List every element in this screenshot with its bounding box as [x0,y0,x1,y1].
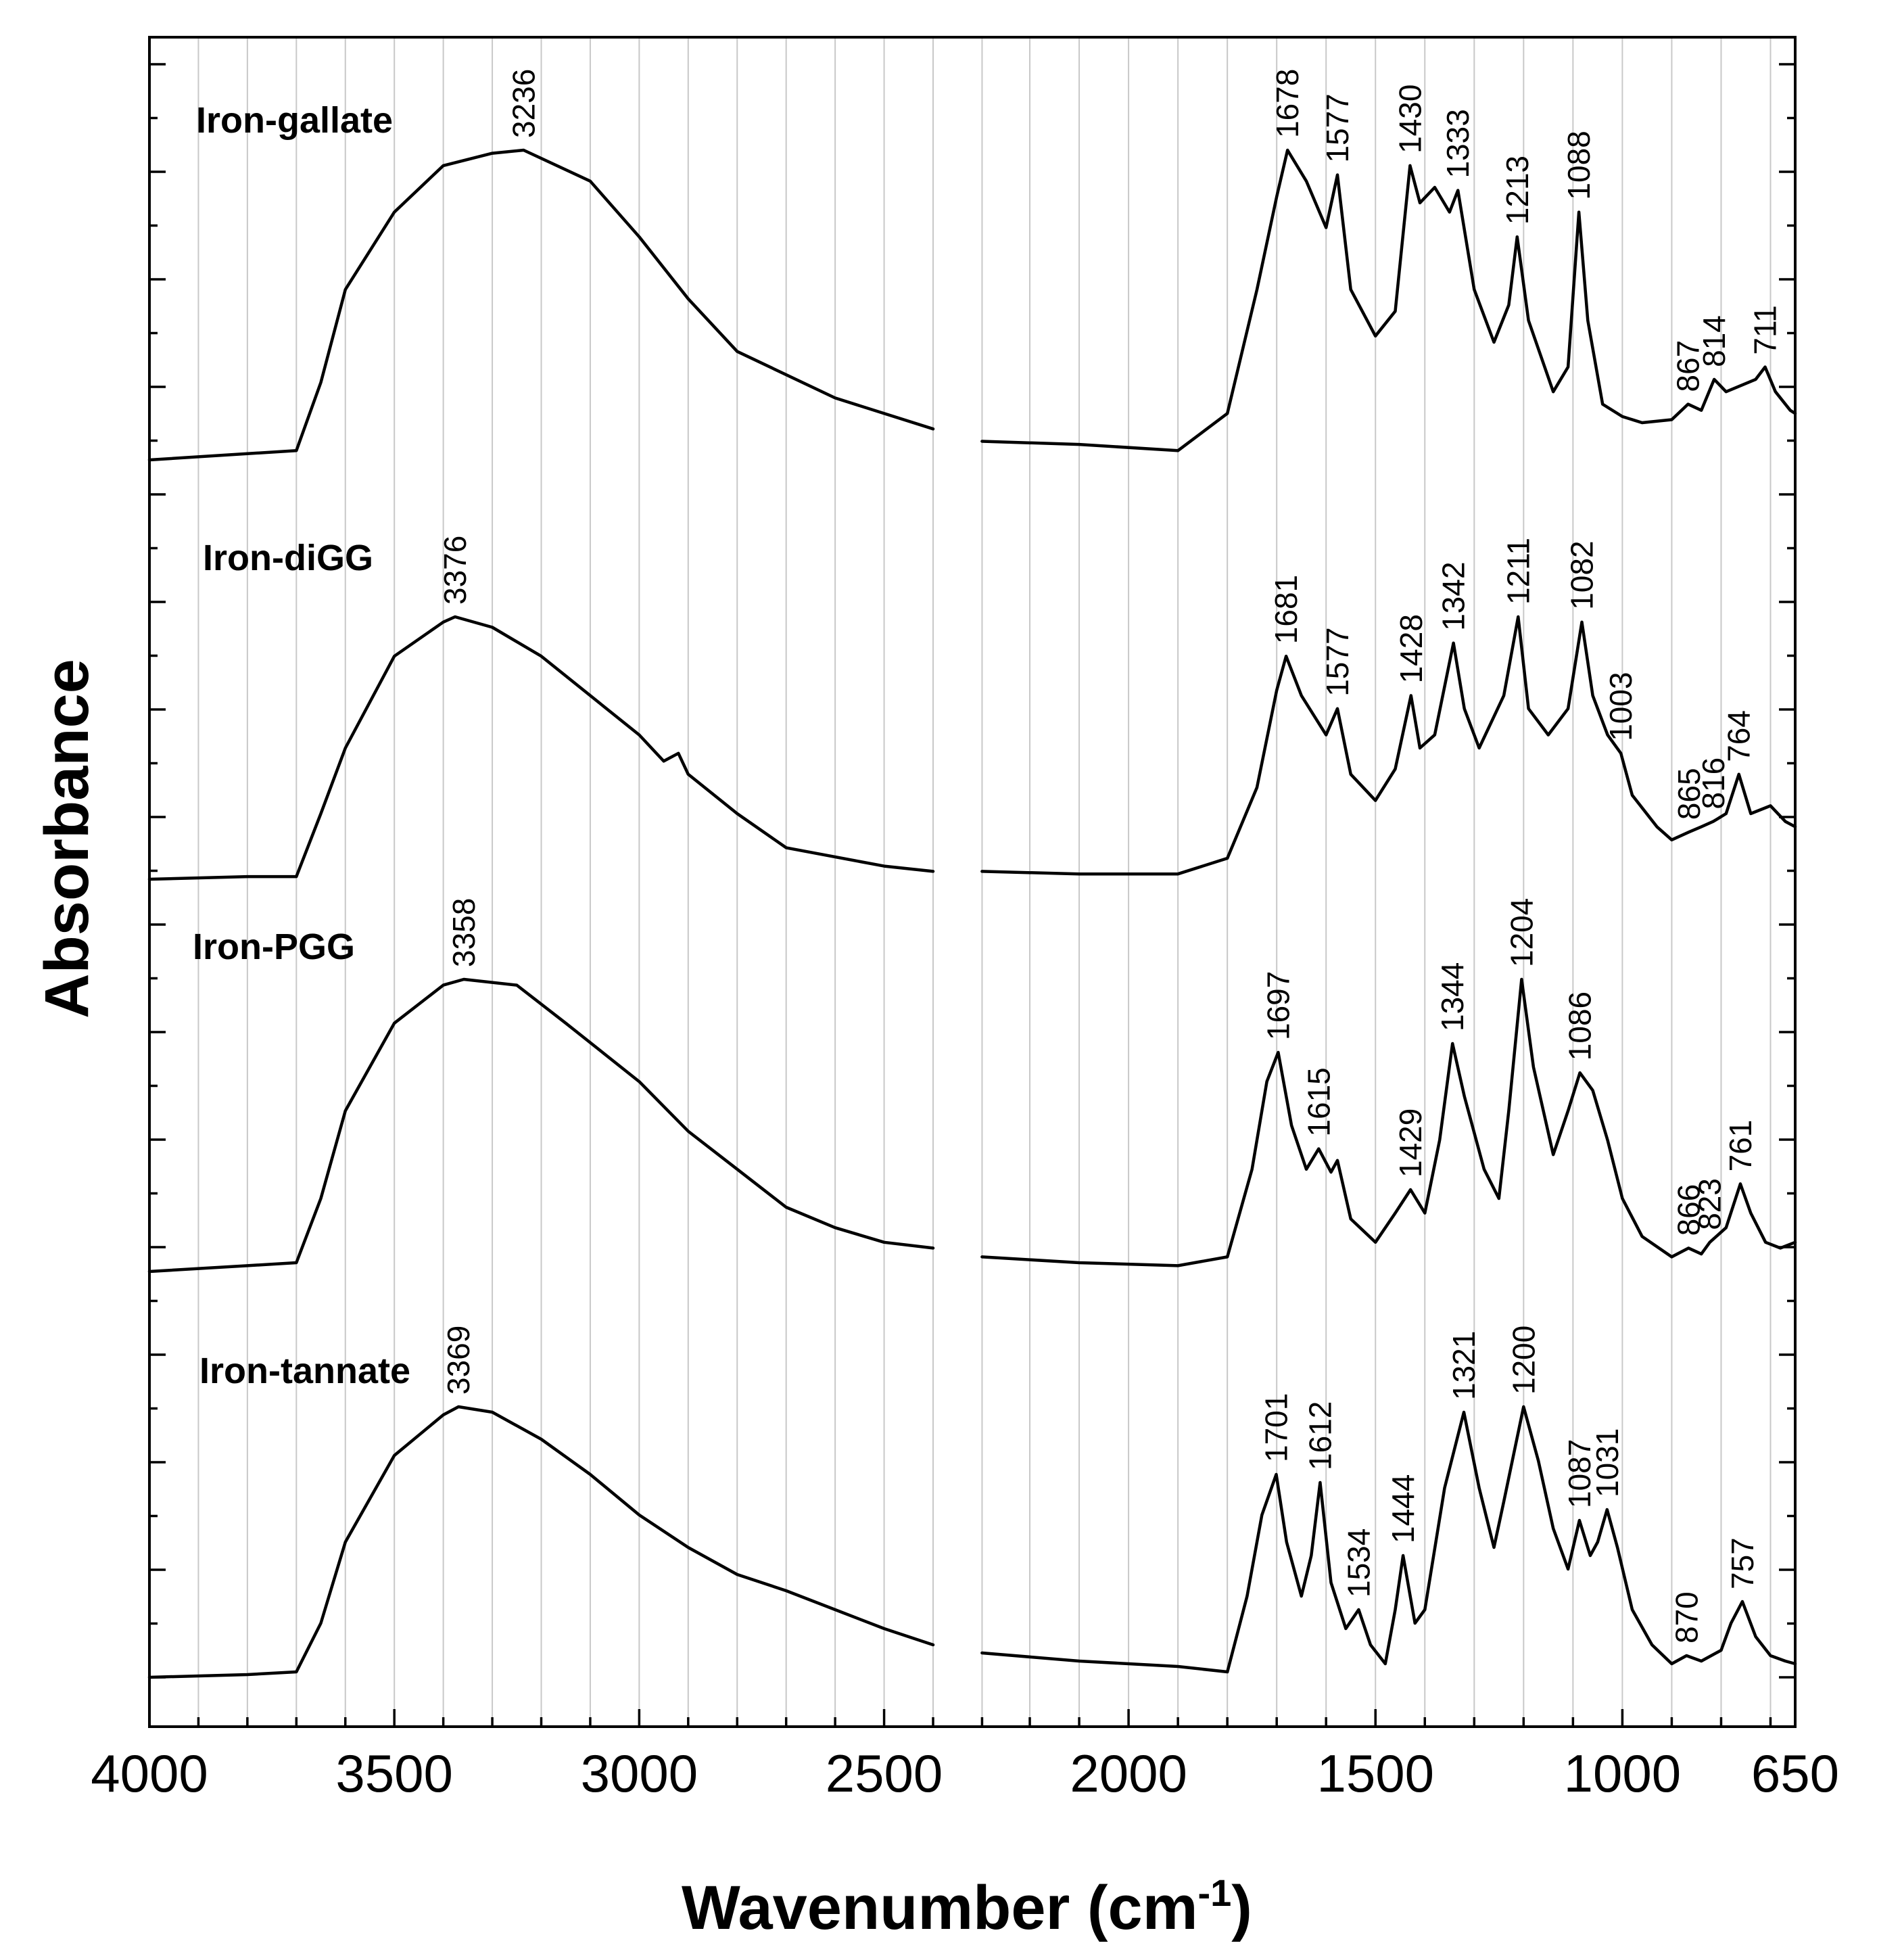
trace-iron-pgg-seg2 [980,977,1797,1267]
peak-label-1-3376: 3376 [437,536,473,605]
spectra [147,148,1797,1679]
peak-label-0-867: 867 [1671,340,1706,392]
peak-label-3-1701: 1701 [1259,1393,1294,1462]
sample-label-2: Iron-PGG [193,927,355,967]
plot-frame [148,36,1797,1728]
peak-label-1-1681: 1681 [1268,575,1304,644]
peak-label-0-711: 711 [1748,305,1783,354]
sample-label-0: Iron-gallate [196,100,393,141]
peak-label-0-1678: 1678 [1270,69,1305,138]
peak-label-1-816: 816 [1696,757,1731,810]
x-tick-label-3500: 3500 [335,1744,453,1803]
peak-label-2-1344: 1344 [1435,962,1470,1031]
trace-iron-digg-seg1 [147,615,935,881]
sample-label-1: Iron-diGG [203,538,373,578]
peak-label-2-1615: 1615 [1301,1067,1336,1136]
peak-label-2-761: 761 [1723,1120,1758,1172]
peak-label-0-3236: 3236 [506,69,541,138]
y-axis-label: Absorbance [32,659,101,1019]
trace-iron-tannate-seg1 [147,1405,935,1679]
peak-label-0-1577: 1577 [1320,93,1355,162]
peak-label-1-1082: 1082 [1565,540,1600,609]
peak-label-1-865: 865 [1671,768,1707,820]
trace-iron-pgg-seg1 [147,977,935,1274]
peak-label-3-3369: 3369 [441,1326,476,1395]
peak-label-3-870: 870 [1669,1591,1704,1643]
axis-ticks: 4000 3500 3000 2500 2000 1500 1000 650 [91,63,1839,1803]
peak-label-0-1213: 1213 [1500,156,1535,225]
trace-iron-gallate-seg2 [980,148,1797,452]
peak-label-3-1321: 1321 [1446,1331,1481,1400]
peak-label-3-757: 757 [1725,1537,1760,1589]
peak-label-3-1200: 1200 [1506,1326,1541,1395]
peak-label-3-1534: 1534 [1341,1529,1376,1597]
x-axis-label: Wavenumber (cm-1) [682,1871,1252,1942]
peak-label-3-1087: 1087 [1562,1439,1597,1508]
peak-label-1-1003: 1003 [1603,672,1638,741]
x-tick-label-2500: 2500 [826,1744,943,1803]
x-tick-label-4000: 4000 [91,1744,208,1803]
peak-label-2-3358: 3358 [446,898,481,967]
x-tick-label-3000: 3000 [581,1744,698,1803]
peak-label-1-1342: 1342 [1436,561,1471,630]
peak-label-2-1429: 1429 [1393,1109,1428,1177]
sample-label-3: Iron-tannate [199,1351,410,1391]
peak-label-1-1577: 1577 [1320,627,1355,696]
x-tick-label-1000: 1000 [1564,1744,1682,1803]
peak-label-0-1333: 1333 [1440,109,1475,178]
x-tick-label-1500: 1500 [1316,1744,1434,1803]
trace-iron-digg-seg2 [980,615,1797,876]
peak-label-1-764: 764 [1721,710,1757,762]
peak-label-0-1430: 1430 [1392,85,1427,154]
x-tick-label-650: 650 [1751,1744,1839,1803]
peak-label-3-1612: 1612 [1302,1401,1337,1470]
peak-label-2-1697: 1697 [1260,971,1296,1040]
trace-iron-tannate-seg2 [980,1405,1797,1674]
peak-label-1-1428: 1428 [1394,614,1429,683]
peak-label-2-1086: 1086 [1563,991,1598,1060]
peak-label-2-823: 823 [1692,1178,1728,1230]
peak-label-2-1204: 1204 [1504,898,1539,967]
sample-labels: Iron-gallate Iron-diGG Iron-PGG Iron-tannat… [193,100,410,1391]
peak-label-3-1031: 1031 [1590,1428,1625,1497]
peak-label-2-866: 866 [1671,1184,1706,1236]
peak-label-0-814: 814 [1696,315,1732,367]
peak-label-3-1444: 1444 [1385,1474,1421,1543]
grid-lines [149,37,1772,1727]
peak-label-0-1088: 1088 [1561,131,1596,200]
peak-label-1-1211: 1211 [1500,538,1536,605]
x-tick-label-2000: 2000 [1070,1744,1187,1803]
trace-iron-gallate-seg1 [147,148,935,462]
